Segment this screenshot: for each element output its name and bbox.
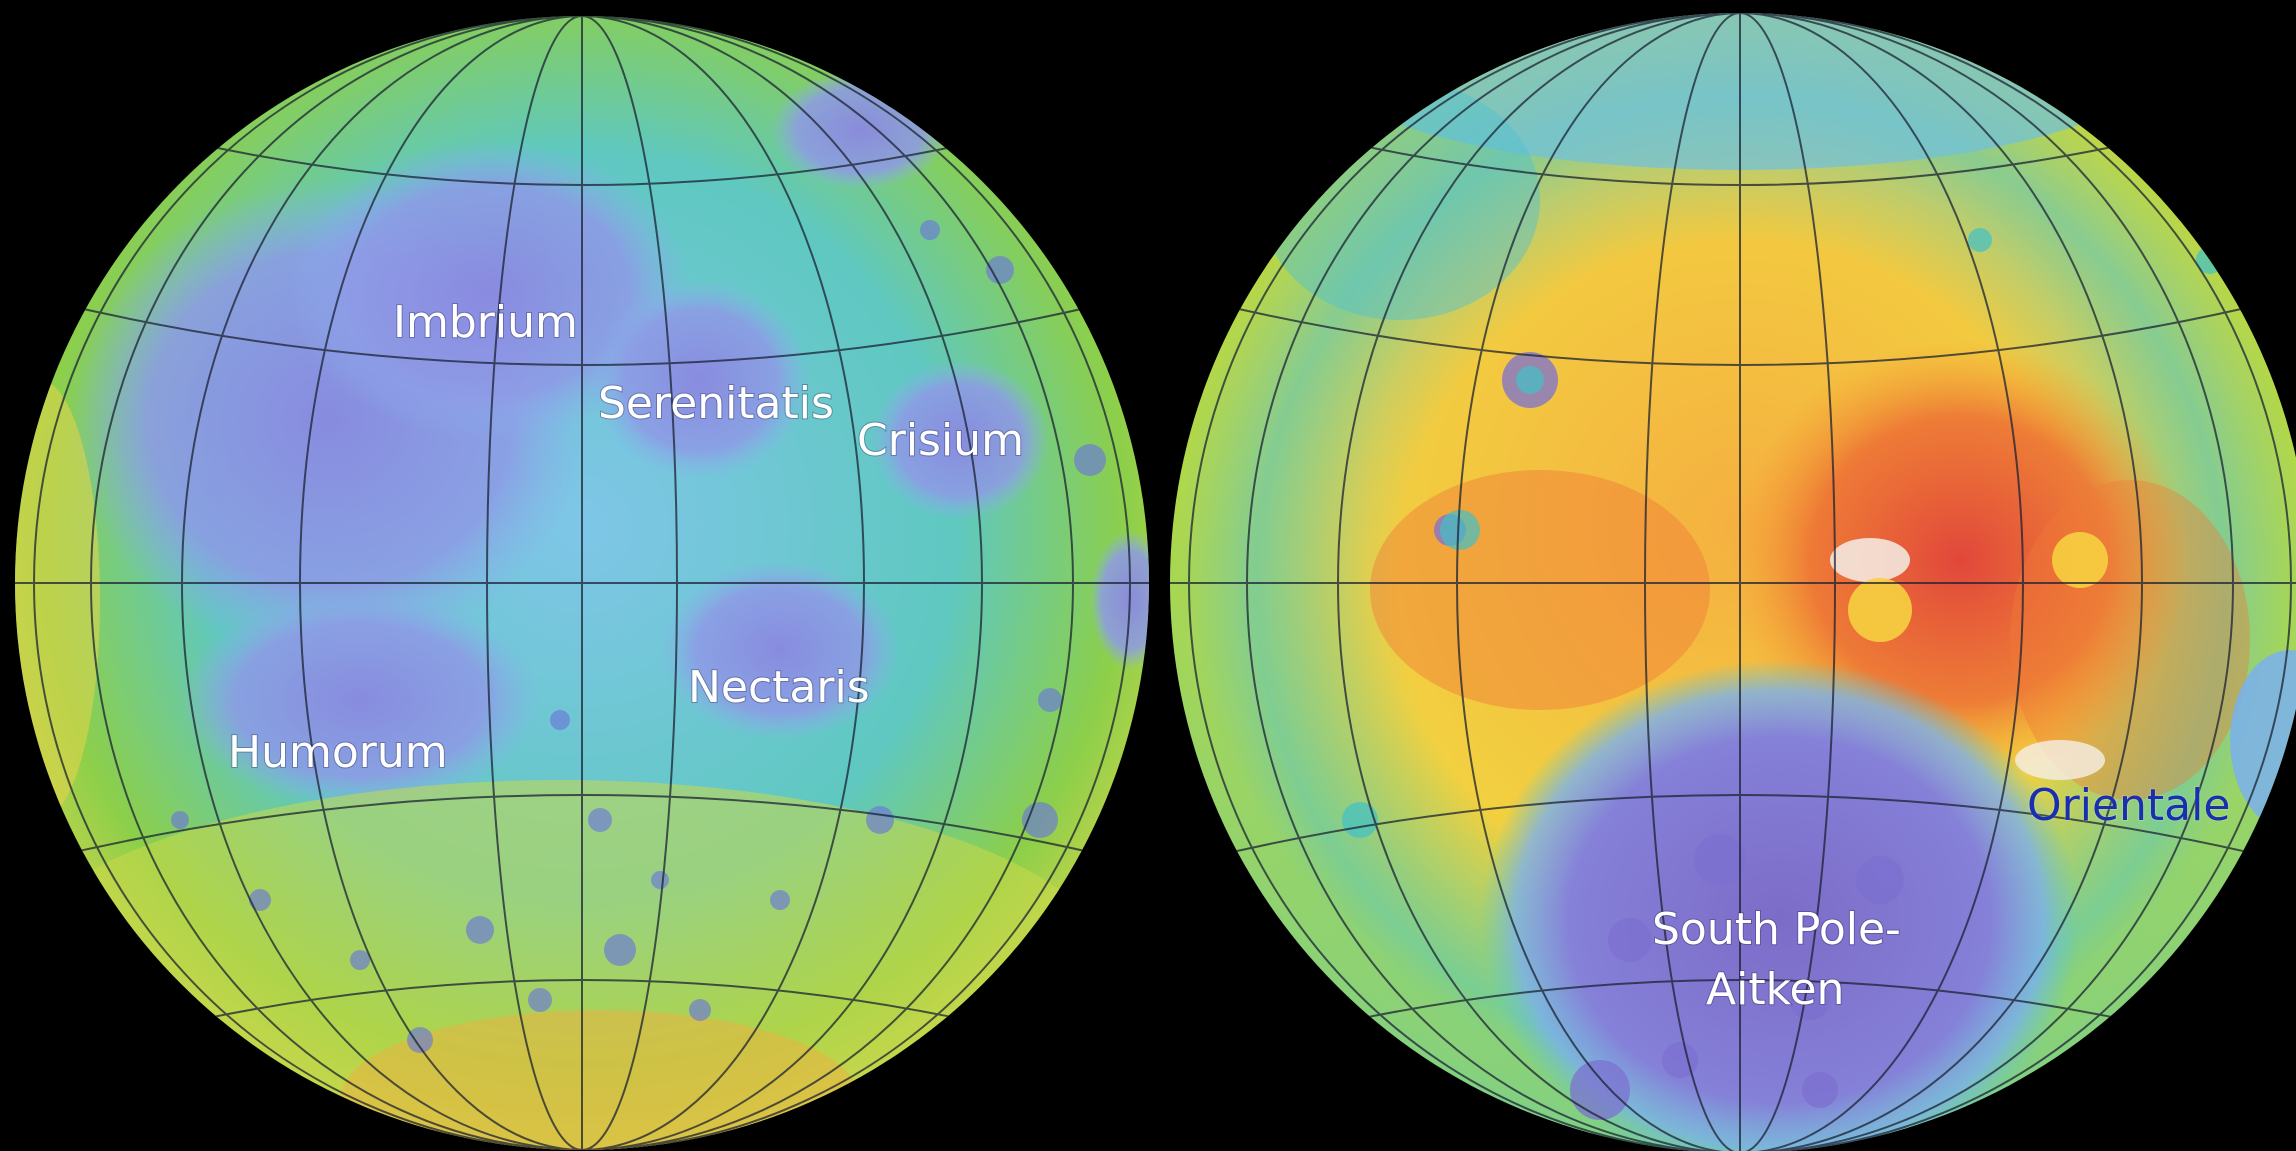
label-orientale: Orientale — [2027, 780, 2230, 831]
nearside-hemisphere — [15, 16, 1149, 1150]
label-south-pole-aitken-line2: Aitken — [1706, 964, 1844, 1015]
label-serenitatis: Serenitatis — [598, 378, 834, 429]
label-nectaris: Nectaris — [688, 662, 870, 713]
south-pole-aitken-basin — [1480, 660, 2080, 1151]
label-crisium: Crisium — [857, 415, 1024, 466]
farside-graticule — [1170, 13, 2296, 1151]
mare-humorum — [180, 590, 540, 810]
farside-hemisphere — [1170, 13, 2296, 1151]
label-humorum: Humorum — [228, 727, 448, 778]
label-imbrium: Imbrium — [393, 297, 578, 348]
label-south-pole-aitken-line1: South Pole- — [1652, 904, 1901, 955]
mare-serenitatis — [590, 280, 810, 480]
mare-nectaris — [660, 560, 900, 740]
nearside-graticule — [15, 16, 1149, 1150]
mare-crisium — [870, 360, 1050, 520]
